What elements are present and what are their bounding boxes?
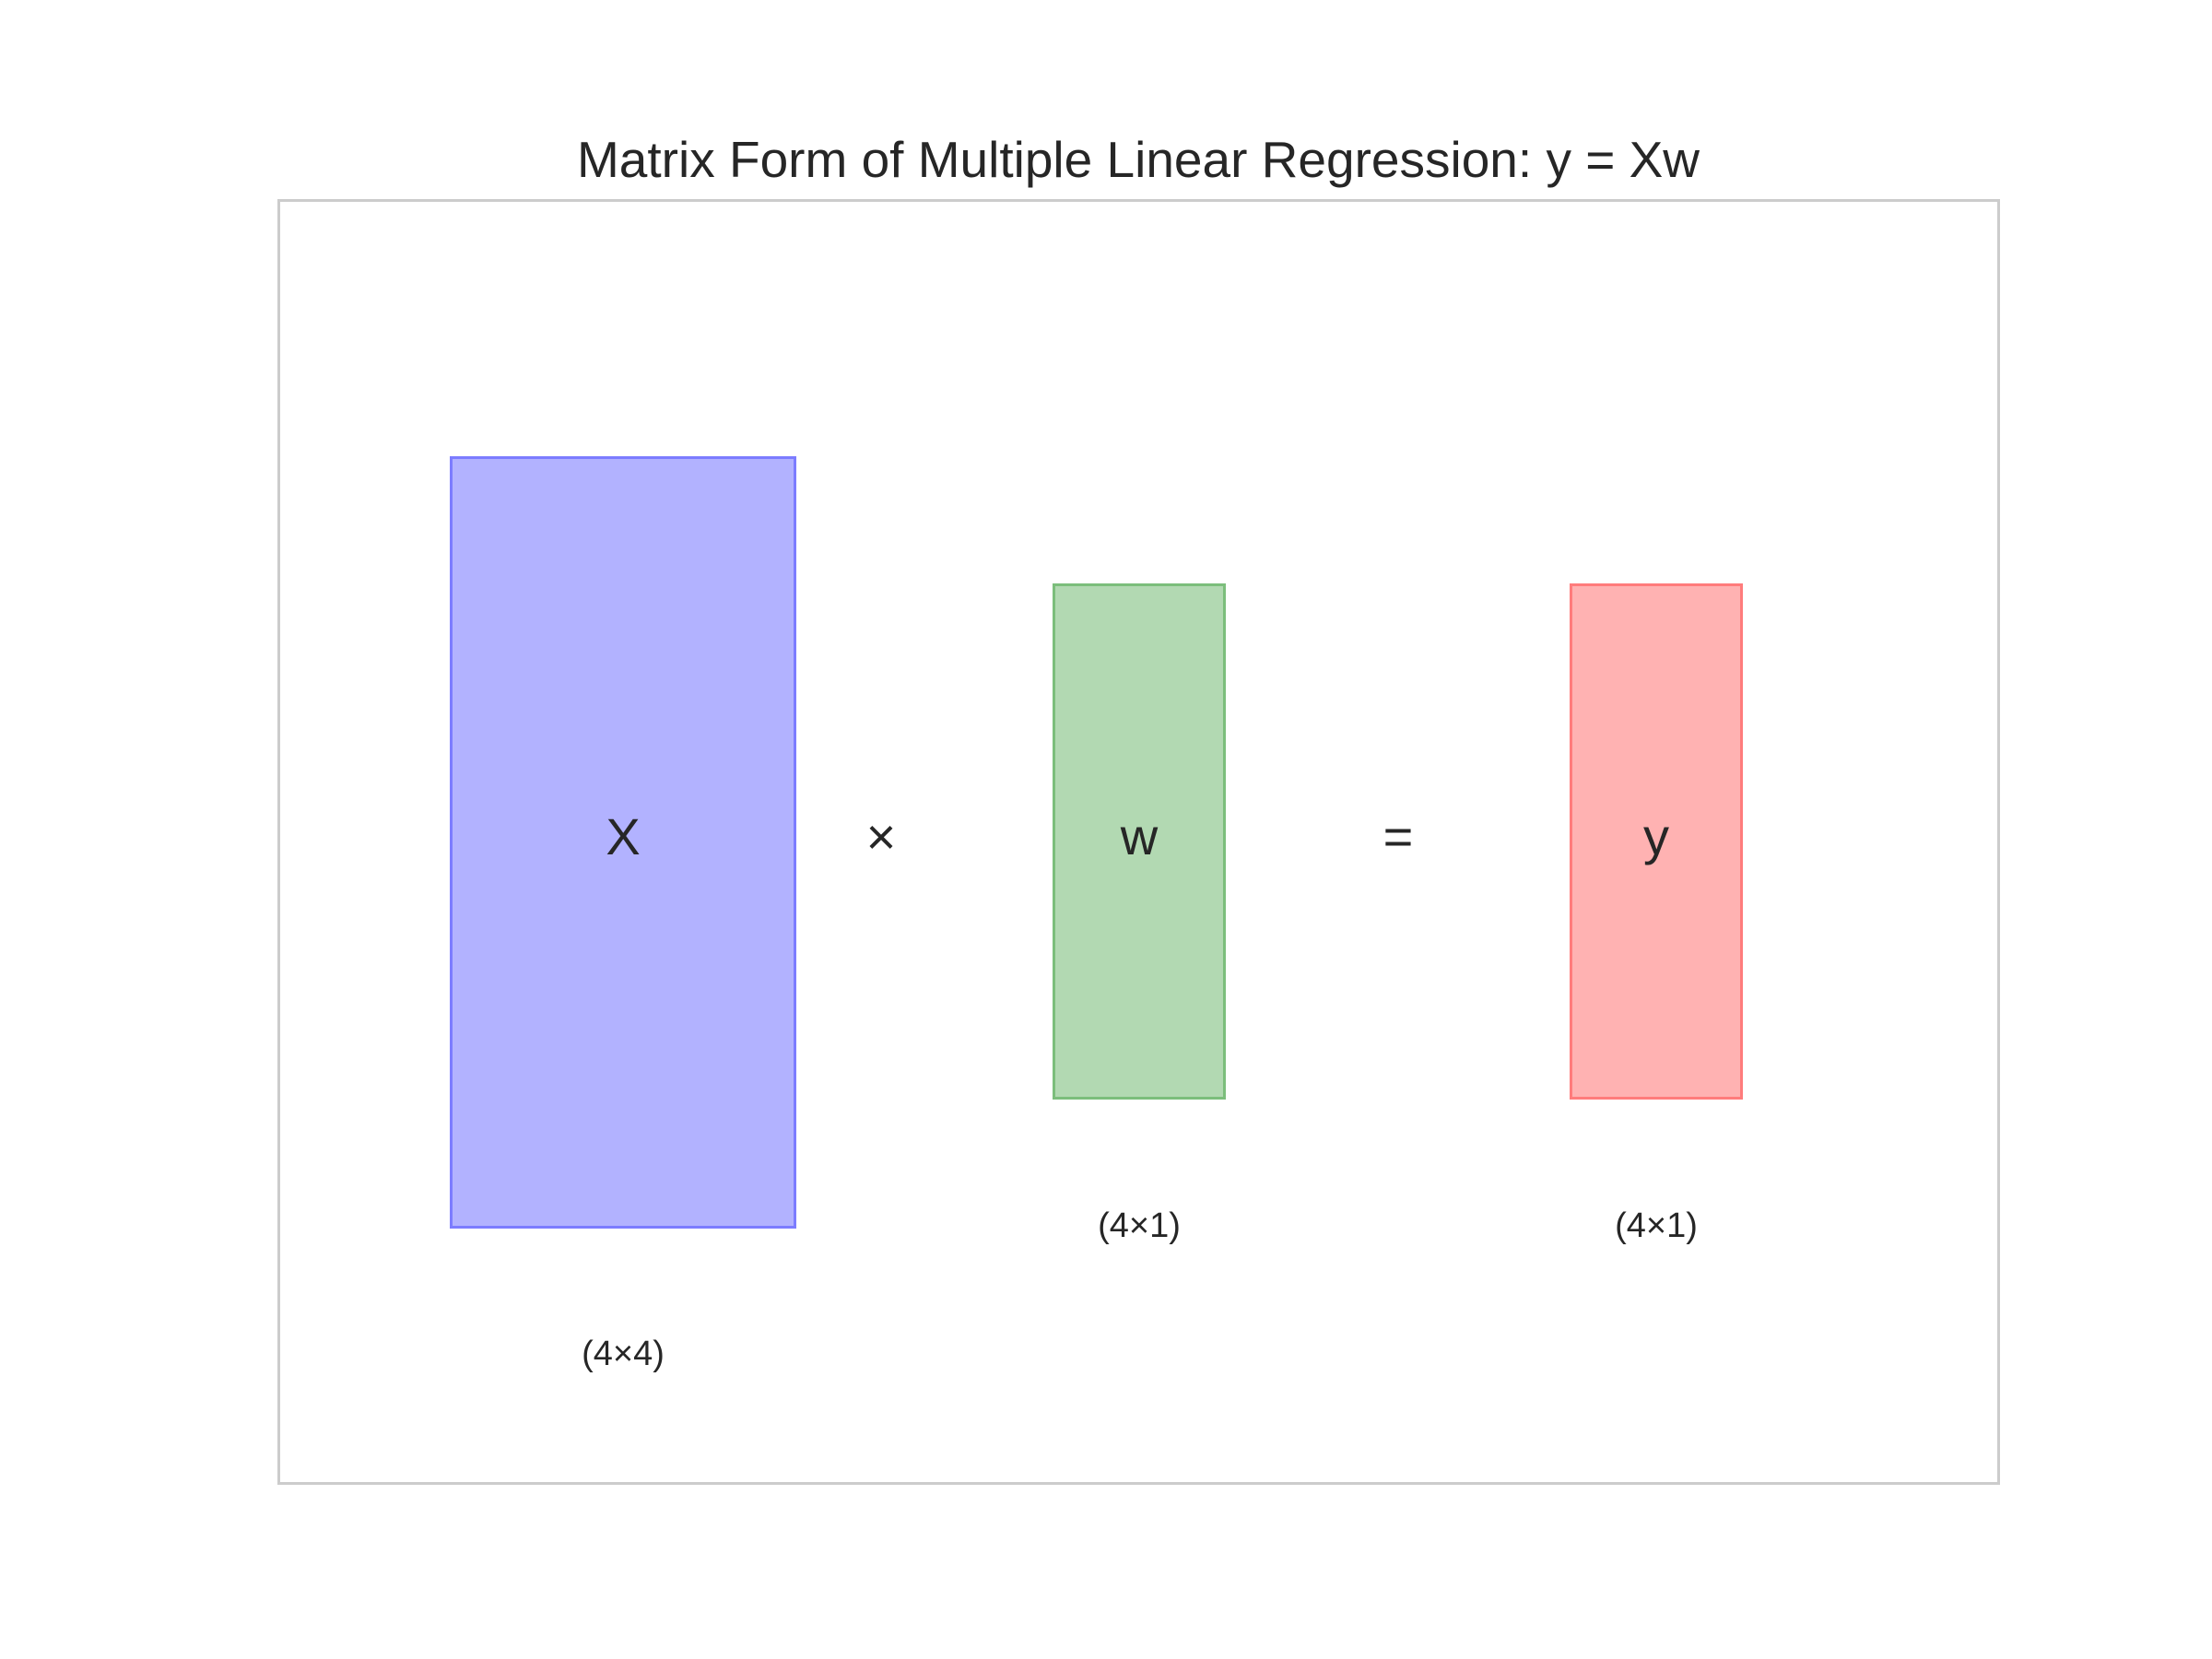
equals-operator: = bbox=[1382, 807, 1414, 865]
vector-w-block bbox=[1053, 583, 1226, 1100]
matrix-x-block bbox=[450, 456, 796, 1229]
vector-y-label: y bbox=[1643, 807, 1669, 865]
vector-y-block bbox=[1570, 583, 1743, 1100]
matrix-x-dimensions: (4×4) bbox=[582, 1335, 665, 1373]
diagram-frame bbox=[277, 199, 2000, 1485]
vector-w-dimensions: (4×1) bbox=[1098, 1206, 1181, 1245]
vector-w-label: w bbox=[1120, 807, 1159, 865]
matrix-x-label: X bbox=[606, 807, 641, 865]
vector-y-dimensions: (4×1) bbox=[1615, 1206, 1698, 1245]
multiply-operator: × bbox=[865, 807, 897, 865]
diagram-title: Matrix Form of Multiple Linear Regressio… bbox=[576, 131, 1700, 188]
